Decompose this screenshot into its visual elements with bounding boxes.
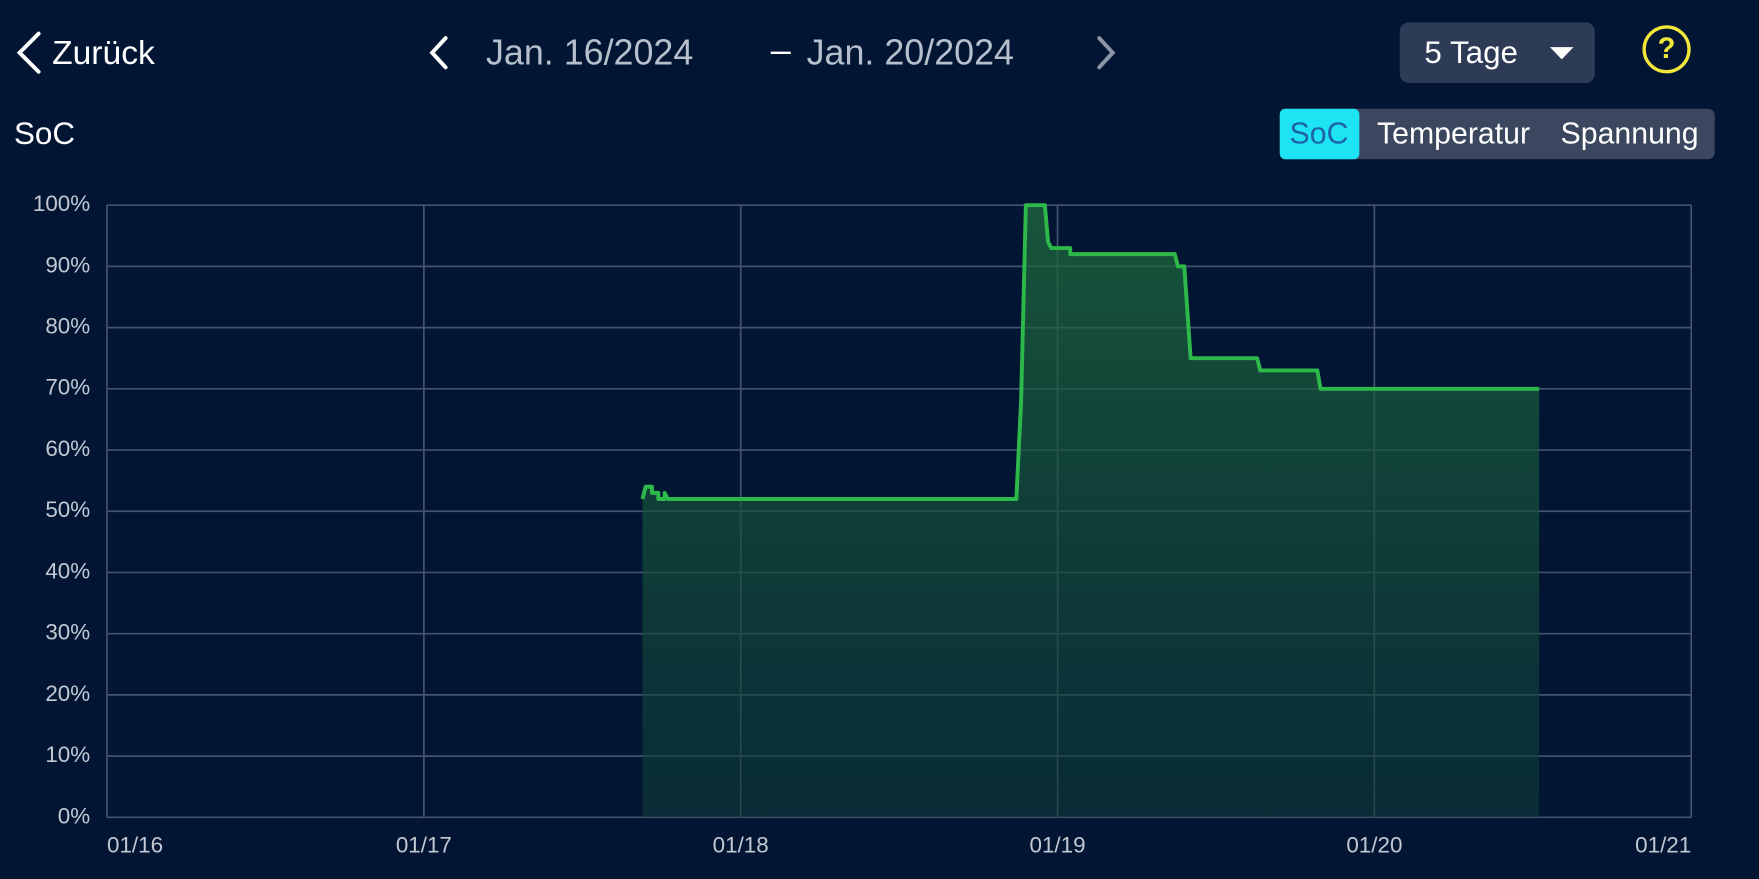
date-start: Jan. 16/2024 xyxy=(486,32,693,72)
help-button[interactable]: ? xyxy=(1642,25,1691,74)
x-tick-label: 01/21 xyxy=(1635,832,1691,857)
x-tick-label: 01/18 xyxy=(713,832,769,857)
x-tick-label: 01/19 xyxy=(1030,832,1086,857)
tab-bar xyxy=(1279,108,1715,160)
x-tick-label: 01/20 xyxy=(1346,832,1402,857)
y-tick-label: 0% xyxy=(58,803,90,828)
back-icon xyxy=(16,31,41,74)
dropdown-box xyxy=(1399,22,1595,83)
y-tick-label: 10% xyxy=(45,742,90,767)
section-label: SoC xyxy=(14,116,75,151)
back-label: Zurück xyxy=(52,35,155,72)
help-label: ? xyxy=(1658,33,1676,65)
range-dropdown[interactable]: 5 Tage xyxy=(1399,22,1595,83)
tab[interactable]: Spannung xyxy=(1561,118,1699,151)
tab[interactable]: Temperatur xyxy=(1377,118,1530,151)
y-tick-label: 30% xyxy=(45,620,90,645)
y-tick-label: 40% xyxy=(45,558,90,583)
back-button[interactable]: Zurück xyxy=(16,31,155,74)
x-tick-label: 01/16 xyxy=(107,832,163,857)
tab-active xyxy=(1279,108,1360,160)
line xyxy=(640,203,1540,501)
help-circle xyxy=(1642,25,1691,74)
chart: 0% 10% 20% 30% 40% 50% 60% 70% 80% 90% 100% 01/16 01… xyxy=(33,191,1693,857)
x-tick-label: 01/17 xyxy=(396,832,452,857)
y-tick-label: 70% xyxy=(45,375,90,400)
next-button[interactable] xyxy=(1097,36,1116,70)
y-tick-label: 20% xyxy=(45,681,90,706)
date-separator: – xyxy=(771,30,791,70)
dropdown-arrow xyxy=(1549,47,1574,60)
area xyxy=(642,205,1540,818)
y-tick-label: 80% xyxy=(45,314,90,339)
y-tick-label: 90% xyxy=(45,252,90,277)
y-tick-label: 100% xyxy=(33,191,90,216)
date-end: Jan. 20/2024 xyxy=(807,32,1014,72)
dropdown-label: 5 Tage xyxy=(1424,35,1518,70)
y-tick-label: 60% xyxy=(45,436,90,461)
y-tick-label: 50% xyxy=(45,497,90,522)
tab[interactable]: SoC xyxy=(1290,118,1349,151)
prev-button[interactable] xyxy=(429,36,448,70)
